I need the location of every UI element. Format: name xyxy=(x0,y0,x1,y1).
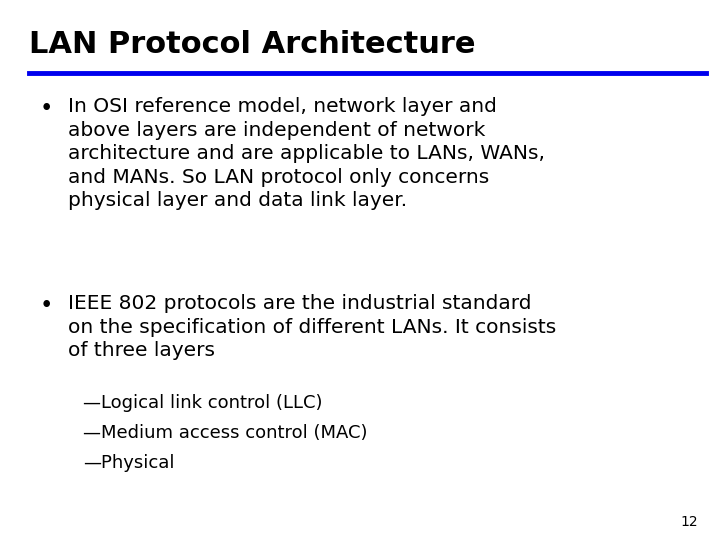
Text: In OSI reference model, network layer and
above layers are independent of networ: In OSI reference model, network layer an… xyxy=(68,97,546,210)
Text: 12: 12 xyxy=(681,515,698,529)
Text: •: • xyxy=(40,97,53,120)
Text: LAN Protocol Architecture: LAN Protocol Architecture xyxy=(29,30,475,59)
Text: —Medium access control (MAC): —Medium access control (MAC) xyxy=(83,424,367,442)
Text: IEEE 802 protocols are the industrial standard
on the specification of different: IEEE 802 protocols are the industrial st… xyxy=(68,294,557,360)
Text: —Logical link control (LLC): —Logical link control (LLC) xyxy=(83,394,323,412)
Text: •: • xyxy=(40,294,53,318)
Text: —Physical: —Physical xyxy=(83,454,174,471)
